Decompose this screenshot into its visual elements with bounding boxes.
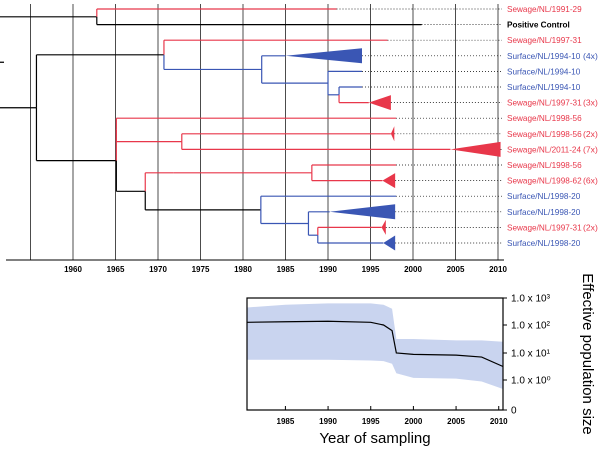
tip-label: Positive Control	[507, 21, 570, 30]
tree-grid	[30, 4, 499, 260]
tip-label: Surface/NL/1998-20	[507, 192, 581, 201]
tip-count: (2x)	[583, 129, 598, 139]
tip-label: Sewage/NL/1997-31	[507, 99, 582, 108]
collapsed-clade-triangle	[285, 48, 362, 64]
skyline-y-tick-label: 0	[511, 406, 517, 417]
skyline-x-tick-label: 2005	[447, 417, 465, 426]
skyline-median-line	[246, 320, 504, 368]
tree-axis-tick-label: 1995	[362, 265, 380, 274]
skyline-x-tick-label: 1985	[277, 417, 295, 426]
tip-label: Sewage/NL/1998-56	[507, 114, 582, 123]
skyline-x-tick-label: 2000	[405, 417, 423, 426]
tip-count: (3x)	[583, 98, 598, 108]
tip-label: Surface/NL/1994-10	[507, 52, 581, 61]
tip-label: Sewage/NL/1997-31	[507, 223, 582, 232]
tip-label: Sewage/NL/1998-56	[507, 161, 582, 170]
skyline-x-tick-label: 2010	[490, 417, 508, 426]
tree-axis-tick-label: 2010	[489, 265, 507, 274]
skyline-y-axis-title: Effective population size	[579, 273, 596, 435]
collapsed-clade-triangle	[329, 204, 396, 220]
skyline-x-ticks: 1985 1990 1995 2000 2005 2010	[277, 406, 508, 426]
tree-axis-tick-label: 1965	[107, 265, 125, 274]
tree-tip-labels: Sewage/NL/1991-29 Positive Control Sewage/…	[507, 5, 598, 248]
tree-axis-tick-label: 2005	[447, 265, 465, 274]
tip-label: Sewage/NL/1991-29	[507, 5, 582, 14]
collapsed-clade-triangle	[390, 126, 395, 142]
collapsed-clade-triangle	[368, 95, 391, 111]
tree-axis-tick-label: 1975	[192, 265, 210, 274]
skyline-confidence-band	[247, 303, 503, 389]
collapsed-clade-triangle	[381, 219, 386, 235]
collapsed-clade-triangle	[383, 235, 396, 251]
skyline-y-tick-label: 1.0 x 10²	[511, 321, 551, 332]
skyline-median-curve	[246, 320, 504, 368]
tip-label: Surface/NL/1998-20	[507, 239, 581, 248]
tree-axis-tick-label: 1970	[149, 265, 167, 274]
tree-axis-tick-label: 1985	[277, 265, 295, 274]
tree-branches	[0, 8, 451, 244]
skyline-y-tick-label: 1.0 x 10³	[511, 294, 551, 305]
skyline-x-axis-title: Year of sampling	[319, 430, 430, 447]
tree-axis-tick-label: 2000	[404, 265, 422, 274]
tree-axis-tick-label: 1960	[64, 265, 82, 274]
tip-label: Sewage/NL/1997-31	[507, 36, 582, 45]
tip-count: (2x)	[583, 222, 598, 232]
skyline-hpd-band	[247, 303, 503, 389]
collapsed-clade-triangle	[450, 141, 501, 157]
phylogenetic-tree: Sewage/NL/1991-29 Positive Control Sewage/…	[0, 4, 598, 274]
tip-label: Sewage/NL/1998-62	[507, 177, 582, 186]
collapsed-clade-triangle	[382, 173, 396, 189]
tip-label: Surface/NL/1994-10	[507, 67, 581, 76]
tree-collapsed-clades	[285, 48, 501, 251]
tip-count: (6x)	[583, 176, 598, 186]
tip-count: (7x)	[583, 144, 598, 154]
skyline-plot-frame	[246, 297, 504, 411]
tip-label: Surface/NL/1994-10	[507, 83, 581, 92]
skyline-y-tick-label: 1.0 x 10¹	[511, 349, 551, 360]
tree-axis-labels: 1960 1965 1970 1975 1980 1985 1990 1995 2000 2005…	[64, 265, 507, 274]
skyline-y-ticks: 0 1.0 x 10⁰ 1.0 x 10¹ 1.0 x 10² 1.0 x 10³	[503, 294, 551, 417]
skyline-y-tick-label: 1.0 x 10⁰	[511, 376, 551, 387]
tip-count: (4x)	[583, 51, 598, 61]
tree-axis-tick-label: 1980	[234, 265, 252, 274]
tip-label: Sewage/NL/2011-24	[507, 145, 581, 154]
tree-axis-tick-label: 1990	[319, 265, 337, 274]
skyline-x-tick-label: 1995	[362, 417, 380, 426]
tree-tip-leaders	[336, 8, 502, 244]
skyline-x-tick-label: 1990	[319, 417, 337, 426]
tip-label: Surface/NL/1998-20	[507, 208, 581, 217]
tip-label: Sewage/NL/1998-56	[507, 130, 582, 139]
